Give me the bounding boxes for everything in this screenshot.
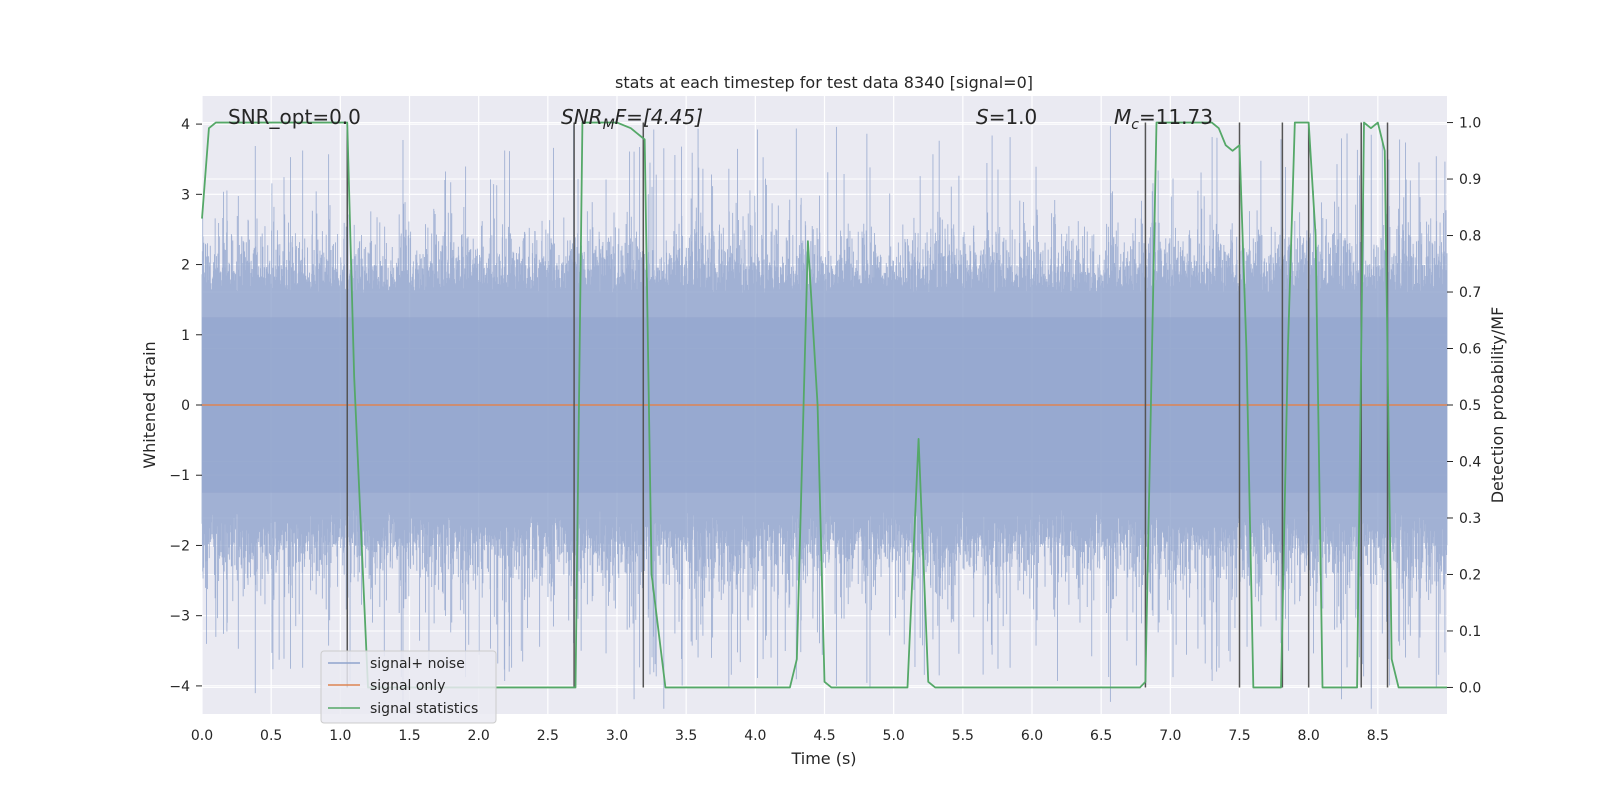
legend-box	[320, 650, 497, 724]
y-tick-label-2: 2	[181, 258, 190, 274]
legend-label-signal-only: signal only	[370, 678, 445, 694]
x-axis-label: Time (s)	[790, 749, 856, 768]
y-tick-label-1: 3	[181, 187, 190, 203]
y2-axis-label: Detection probability/MF	[1488, 307, 1507, 504]
x-tick-label-12: 6.0	[1021, 728, 1043, 744]
annotation-s: S=1.0	[976, 105, 1037, 129]
legend: signal+ noise signal only signal statist…	[320, 650, 497, 724]
x-tick-label-3: 1.5	[398, 728, 420, 744]
y2-tick-label-6: 0.4	[1459, 454, 1481, 470]
x-tick-label-6: 3.0	[606, 728, 628, 744]
annotation-snr-mf: SNRMF=[4.45]	[561, 105, 703, 133]
x-tick-label-13: 6.5	[1090, 728, 1112, 744]
annotation-mc-rest: =11.73	[1139, 105, 1213, 129]
y-axis-label: Whitened strain	[140, 341, 159, 468]
x-tick-label-9: 4.5	[813, 728, 835, 744]
annotation-snr-opt: SNR_opt=0.0	[228, 105, 361, 129]
x-tick-label-0: 0.0	[191, 728, 213, 744]
x-tick-label-16: 8.0	[1298, 728, 1320, 744]
y-tick-label-5: −1	[169, 468, 190, 484]
annotation-snr-mf-sub: M	[603, 117, 615, 133]
y-tick-label-7: −3	[169, 609, 190, 625]
annotation-s-rest: =1.0	[989, 105, 1038, 129]
annotation-s-italic: S	[976, 105, 989, 129]
x-tick-label-10: 5.0	[883, 728, 905, 744]
annotation-snr-mf-rest: F=[4.45]	[615, 105, 703, 129]
x-tick-label-4: 2.0	[468, 728, 490, 744]
y2-axis-ticks: 1.0 0.9 0.8 0.7 0.6 0.5 0.4 0.3 0.2 0.1 0.0	[1447, 116, 1481, 696]
y-tick-label-0: 4	[181, 117, 190, 133]
legend-label-signal-statistics: signal statistics	[370, 701, 478, 717]
y-tick-label-6: −2	[169, 538, 190, 554]
x-tick-label-5: 2.5	[537, 728, 559, 744]
annotation-snr-mf-base: SNR	[561, 105, 603, 129]
x-tick-label-14: 7.0	[1159, 728, 1181, 744]
chart-title: stats at each timestep for test data 834…	[615, 73, 1033, 92]
y2-tick-label-4: 0.6	[1459, 342, 1481, 358]
y-tick-label-3: 1	[181, 328, 190, 344]
x-tick-label-15: 7.5	[1228, 728, 1250, 744]
x-tick-label-11: 5.5	[952, 728, 974, 744]
x-axis-ticks: 0.0 0.5 1.0 1.5 2.0 2.5 3.0 3.5 4.0 4.5 5.0 5.5 6.0 6…	[191, 728, 1389, 744]
legend-label-signal-noise: signal+ noise	[370, 656, 465, 672]
y2-tick-label-3: 0.7	[1459, 285, 1481, 301]
y2-tick-label-2: 0.8	[1459, 229, 1481, 245]
x-tick-label-8: 4.0	[744, 728, 766, 744]
y-tick-label-8: −4	[169, 679, 190, 695]
y2-tick-label-8: 0.2	[1459, 567, 1481, 583]
y2-tick-label-7: 0.3	[1459, 511, 1481, 527]
y2-tick-label-5: 0.5	[1459, 398, 1481, 414]
y2-tick-label-0: 1.0	[1459, 116, 1481, 132]
y-axis-ticks: 4 3 2 1 0 −1 −2 −3 −4	[169, 117, 202, 695]
x-tick-label-2: 1.0	[329, 728, 351, 744]
annotation-mc-base: M	[1114, 105, 1131, 129]
y2-tick-label-9: 0.1	[1459, 624, 1481, 640]
x-tick-label-17: 8.5	[1367, 728, 1389, 744]
y-tick-label-4: 0	[181, 398, 190, 414]
x-tick-label-7: 3.5	[675, 728, 697, 744]
y2-tick-label-1: 0.9	[1459, 172, 1481, 188]
annotation-mc-sub: c	[1131, 117, 1139, 133]
x-tick-label-1: 0.5	[260, 728, 282, 744]
y2-tick-label-10: 0.0	[1459, 680, 1481, 696]
annotation-mc: Mc=11.73	[1114, 105, 1213, 133]
